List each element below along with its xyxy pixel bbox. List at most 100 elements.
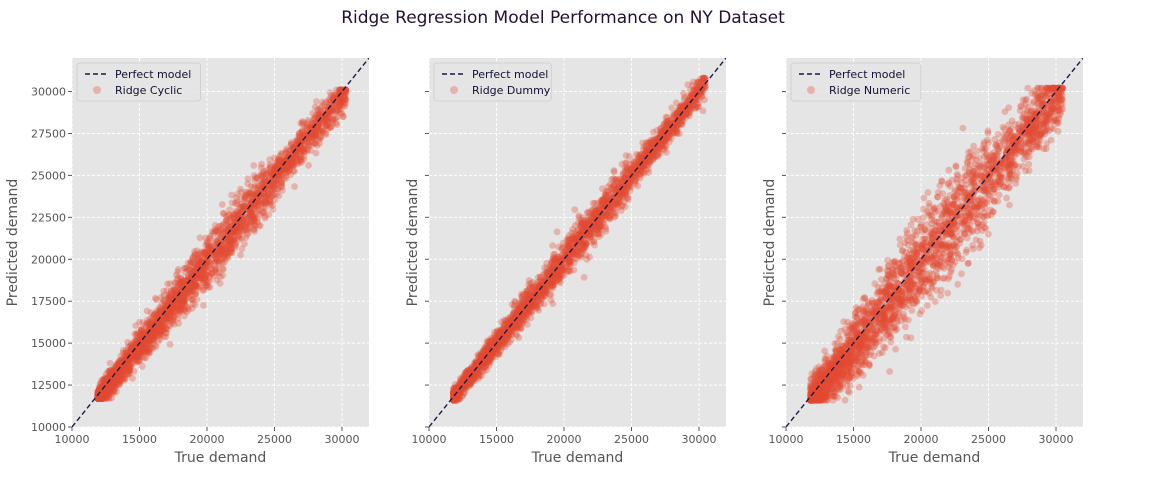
data-point bbox=[306, 125, 314, 132]
data-point bbox=[494, 327, 502, 334]
data-point bbox=[112, 381, 119, 388]
data-point bbox=[111, 372, 119, 379]
data-point bbox=[102, 394, 110, 401]
data-point bbox=[157, 323, 164, 331]
data-point bbox=[126, 365, 134, 373]
data-point bbox=[139, 347, 147, 355]
data-point bbox=[631, 180, 639, 188]
data-point bbox=[475, 356, 483, 363]
data-point bbox=[124, 348, 132, 355]
data-point bbox=[606, 213, 614, 221]
data-point bbox=[124, 356, 132, 364]
data-point bbox=[486, 343, 493, 350]
data-point bbox=[178, 279, 186, 286]
data-point bbox=[137, 325, 145, 333]
data-point bbox=[673, 109, 681, 117]
data-point bbox=[527, 279, 534, 287]
perfect-model-line bbox=[72, 58, 369, 427]
data-point bbox=[211, 243, 219, 250]
data-point bbox=[177, 278, 185, 286]
data-point bbox=[268, 169, 275, 177]
data-point bbox=[463, 374, 471, 382]
data-point bbox=[604, 199, 612, 207]
data-point bbox=[268, 192, 275, 200]
data-point bbox=[539, 284, 547, 291]
data-point bbox=[185, 284, 193, 292]
data-point bbox=[640, 169, 648, 176]
data-point bbox=[284, 153, 292, 161]
data-point bbox=[132, 336, 140, 344]
data-point bbox=[640, 170, 648, 177]
data-point bbox=[189, 268, 197, 275]
data-point bbox=[208, 270, 216, 277]
data-point bbox=[190, 283, 198, 291]
data-point bbox=[134, 348, 142, 355]
data-point bbox=[147, 331, 155, 339]
data-point bbox=[699, 76, 706, 84]
data-point bbox=[658, 127, 666, 135]
data-point bbox=[196, 257, 203, 265]
data-point bbox=[495, 335, 502, 343]
data-point bbox=[133, 341, 141, 348]
data-point bbox=[256, 198, 264, 205]
data-point bbox=[169, 296, 176, 304]
data-point bbox=[108, 382, 116, 390]
data-point bbox=[460, 373, 468, 381]
data-point bbox=[135, 357, 143, 365]
data-point bbox=[511, 301, 518, 309]
data-point bbox=[295, 145, 303, 153]
data-point bbox=[487, 336, 495, 344]
data-point bbox=[482, 344, 489, 352]
data-point bbox=[98, 395, 106, 402]
data-point bbox=[230, 237, 238, 244]
data-point bbox=[267, 199, 275, 207]
data-point bbox=[329, 108, 336, 116]
data-point bbox=[222, 238, 230, 246]
data-point bbox=[143, 321, 151, 328]
data-point bbox=[499, 341, 507, 348]
data-point bbox=[504, 324, 511, 331]
data-point bbox=[467, 380, 475, 388]
data-point bbox=[322, 98, 330, 106]
data-point bbox=[477, 357, 485, 365]
data-point bbox=[646, 153, 654, 161]
data-point bbox=[563, 241, 571, 249]
data-point bbox=[156, 327, 164, 335]
data-point bbox=[306, 133, 314, 141]
data-point bbox=[97, 394, 105, 402]
data-point bbox=[483, 342, 491, 350]
data-point bbox=[699, 74, 707, 82]
data-point bbox=[636, 170, 644, 178]
data-point bbox=[322, 130, 329, 137]
data-point bbox=[222, 250, 230, 258]
data-point bbox=[164, 306, 172, 313]
data-point bbox=[312, 111, 320, 119]
data-point bbox=[680, 104, 688, 112]
data-point bbox=[287, 161, 295, 169]
data-point bbox=[469, 366, 476, 374]
data-point bbox=[154, 328, 162, 336]
data-point bbox=[255, 183, 262, 191]
data-point bbox=[132, 354, 139, 361]
data-point bbox=[251, 221, 258, 229]
data-point bbox=[204, 278, 212, 286]
data-point bbox=[155, 330, 163, 337]
data-point bbox=[247, 213, 255, 221]
data-point bbox=[108, 378, 116, 386]
data-point bbox=[220, 239, 227, 247]
data-point bbox=[582, 219, 589, 227]
data-point bbox=[565, 242, 572, 250]
data-point bbox=[167, 307, 175, 315]
data-point bbox=[195, 277, 203, 285]
data-point bbox=[126, 361, 134, 369]
data-point bbox=[565, 241, 573, 249]
data-point bbox=[688, 93, 696, 101]
data-point bbox=[94, 388, 102, 396]
data-point bbox=[273, 167, 281, 174]
data-point bbox=[175, 302, 183, 310]
data-point bbox=[267, 186, 274, 194]
data-point bbox=[157, 294, 165, 301]
data-point bbox=[194, 282, 202, 290]
data-point bbox=[200, 263, 208, 271]
data-point bbox=[135, 353, 142, 361]
